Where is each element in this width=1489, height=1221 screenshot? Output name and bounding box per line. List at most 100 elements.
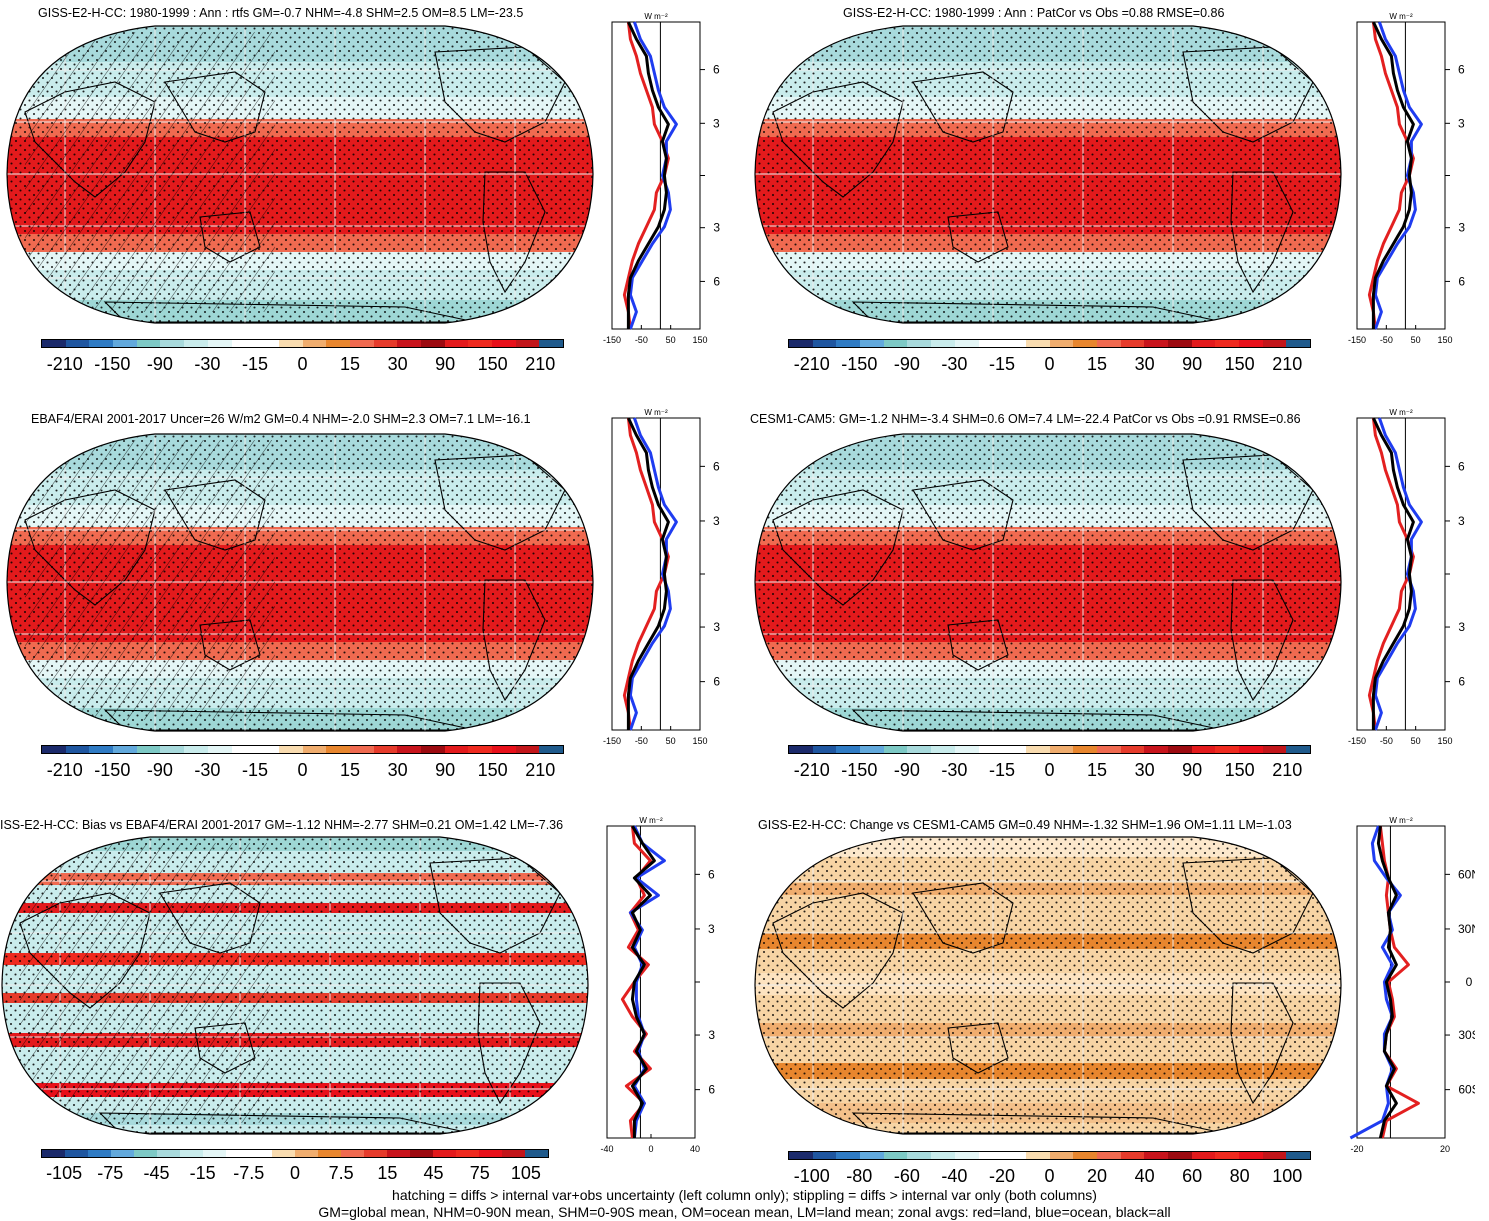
colorbar-swatch — [883, 746, 908, 753]
lat-label: 30S — [1458, 620, 1465, 634]
colorbar-swatch — [1168, 746, 1192, 753]
colorbar-label: -210 — [46, 354, 83, 374]
colorbar-label: 90 — [1182, 354, 1203, 374]
lat-label: 30N — [713, 116, 720, 130]
colorbar-swatch — [65, 746, 90, 753]
colorbar-swatch — [341, 1150, 364, 1157]
hatching — [25, 440, 275, 720]
colorbar-swatch — [812, 340, 837, 347]
colorbar-label: -90 — [146, 354, 173, 374]
colorbar-swatch — [812, 746, 837, 753]
colorbar-label: -90 — [893, 760, 920, 780]
colorbar-label: 90 — [435, 760, 456, 780]
lat-label: 0 — [1466, 975, 1473, 989]
colorbar-label: -30 — [194, 354, 221, 374]
colorbar-swatch — [231, 746, 256, 753]
colorbar-swatch — [89, 340, 114, 347]
lat-label: 30S — [713, 620, 720, 634]
colorbar-swatch — [883, 1152, 908, 1159]
colorbar-swatch — [907, 1152, 932, 1159]
colorbar-swatch — [1049, 340, 1074, 347]
colorbar-swatch — [1096, 340, 1121, 347]
colorbar-swatch — [1286, 746, 1311, 753]
colorbar-swatch — [1049, 1152, 1074, 1159]
colorbar-label: -15 — [988, 760, 1015, 780]
colorbar-swatch — [515, 746, 540, 753]
colorbar-label: 0 — [289, 1163, 301, 1183]
lat-label: 60N — [713, 459, 720, 473]
map-border — [1, 836, 589, 1135]
colorbar-swatch — [789, 746, 813, 753]
zonal-xtick: 40 — [690, 1144, 700, 1154]
colorbar-label: -20 — [988, 1166, 1015, 1186]
colorbar-swatch — [883, 340, 908, 347]
colorbar-label: -15 — [241, 354, 268, 374]
stippling — [755, 434, 1341, 731]
colorbar-label: -30 — [194, 760, 221, 780]
colorbar-swatch — [203, 1150, 226, 1157]
colorbar-swatch — [433, 1150, 456, 1157]
zonal-unit-label: W m⁻² — [639, 816, 663, 825]
colorbar-swatch — [1262, 746, 1287, 753]
colorbar-swatch — [272, 1150, 295, 1157]
zonal-xtick: 150 — [692, 736, 707, 746]
colorbar-label: -210 — [46, 760, 83, 780]
lat-label: 30S — [713, 221, 720, 235]
colorbar-label: 30 — [1134, 354, 1155, 374]
colorbar-label: 15 — [1087, 760, 1108, 780]
colorbar-label: -90 — [893, 354, 920, 374]
colorbar-swatch — [397, 746, 421, 753]
colorbar-swatch — [1025, 746, 1050, 753]
colorbar-swatch — [278, 340, 303, 347]
zonal-unit-label: W m⁻² — [1389, 408, 1413, 417]
all-zonal-line — [630, 825, 656, 1138]
lat-label: 60N — [713, 63, 720, 77]
colorbar-label: 15 — [377, 1163, 398, 1183]
lat-label: 60N — [1458, 63, 1465, 77]
zonal-xtick: 50 — [666, 736, 676, 746]
colorbar-label: 30 — [387, 760, 408, 780]
colorbar-swatch — [1286, 340, 1311, 347]
colorbar-label: -45 — [143, 1163, 170, 1183]
colorbar-swatch — [184, 746, 208, 753]
robinson-map — [754, 25, 1342, 324]
panel-title: ISS-E2-H-CC: Bias vs EBAF4/ERAI 2001-201… — [0, 818, 564, 832]
colorbar-label: 75 — [469, 1163, 490, 1183]
colorbar-swatch — [160, 746, 185, 753]
colorbar-swatch — [302, 340, 327, 347]
zonal-xtick: 20 — [1440, 1144, 1450, 1154]
colorbar-swatch — [421, 746, 445, 753]
colorbar-swatch — [468, 746, 493, 753]
colorbar-swatch — [113, 340, 137, 347]
zonal-frame — [1356, 825, 1446, 1139]
panel-title: GISS-E2-H-CC: Change vs CESM1-CAM5 GM=0.… — [758, 818, 1292, 832]
panel-title: EBAF4/ERAI 2001-2017 Uncer=26 W/m2 GM=0.… — [31, 412, 531, 426]
map-border — [6, 433, 594, 732]
colorbar-swatch — [515, 340, 540, 347]
all-zonal-line — [626, 21, 670, 329]
colorbar-label: 0 — [297, 354, 308, 374]
colorbar-swatch — [978, 340, 1003, 347]
colorbar-swatch — [89, 746, 114, 753]
colorbar-label: 150 — [1224, 354, 1255, 374]
colorbar-swatch — [954, 340, 979, 347]
colorbar-swatch — [318, 1150, 341, 1157]
colorbar-label: -150 — [94, 760, 131, 780]
colorbar-swatch — [1144, 1152, 1168, 1159]
colorbar-swatch — [302, 746, 327, 753]
colorbar-swatch — [387, 1150, 410, 1157]
lat-label: 60S — [713, 675, 720, 689]
colorbar-swatch — [136, 746, 161, 753]
lat-label: 30N — [1458, 116, 1465, 130]
zonal-unit-label: W m⁻² — [1389, 816, 1413, 825]
colorbar-label: -15 — [988, 354, 1015, 374]
lat-label: 60S — [1458, 675, 1465, 689]
colorbar-label: 150 — [1224, 760, 1255, 780]
zonal-unit-label: W m⁻² — [644, 408, 668, 417]
colorbar-label: -30 — [941, 760, 968, 780]
colorbar-label: -150 — [841, 354, 878, 374]
lat-label: 30S — [1458, 221, 1465, 235]
colorbar-swatch — [492, 746, 516, 753]
